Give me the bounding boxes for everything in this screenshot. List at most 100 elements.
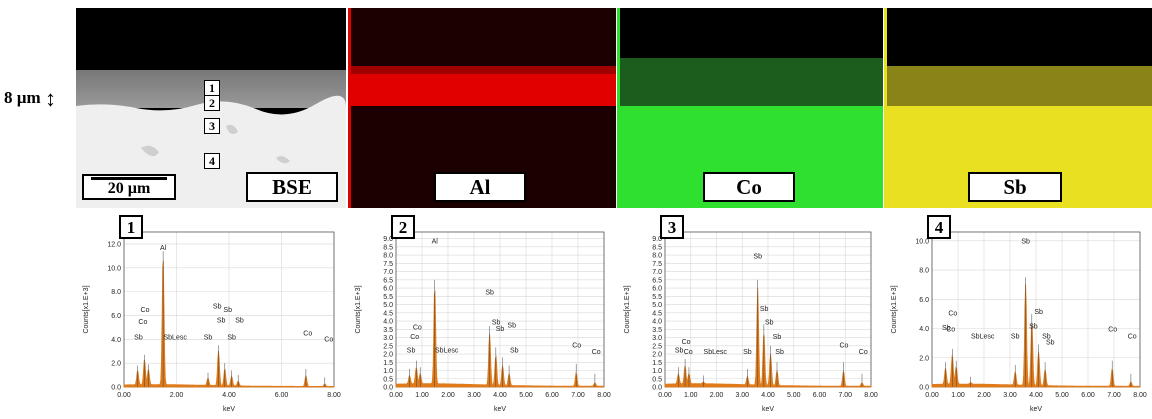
x-tick-label: 2.00 [977,392,991,399]
y-tick-label: 4.5 [383,310,393,317]
x-axis-label: keV [762,406,774,413]
layer-thickness-label: 8 µm ↕ [4,86,56,112]
y-tick-label: 0.0 [383,385,393,392]
double-arrow-icon: ↕ [44,86,56,111]
peak-label: Co [859,349,868,356]
x-tick-label: 6.00 [1081,392,1095,399]
sb-map-image [884,8,1152,208]
y-tick-label: 4.0 [111,337,121,344]
y-tick-label: 6.5 [383,277,393,284]
spectrum-4: 0.0 2.0 4.0 6.0 8.0 10.0 0.00 1.00 2.00 3.00 4.00 5… [884,212,1152,415]
y-tick-label: 8.0 [652,253,662,260]
y-axis-label: Counts[x1.E+3] [624,285,631,333]
x-tick-label: 5.00 [1055,392,1069,399]
y-tick-label: 3.5 [383,327,393,334]
x-tick-label: 4.00 [1029,392,1043,399]
x-tick-label: 6.00 [813,392,827,399]
peak-label: Sb [213,303,222,310]
y-tick-label: 6.0 [652,286,662,293]
peak-label: Sb [507,323,516,330]
peak-label: Sb [760,306,769,313]
peak-label: Sb [1046,340,1055,347]
y-tick-label: 0.0 [111,385,121,392]
y-tick-label: 12.0 [107,241,121,248]
peak-label: Co [413,324,422,331]
y-tick-label: 4.0 [919,326,929,333]
y-tick-label: 10.0 [915,238,929,245]
y-tick-label: 7.5 [652,261,662,268]
peak-label: Co [592,349,601,356]
x-tick-label: 3.00 [467,392,481,399]
y-tick-label: 2.0 [652,352,662,359]
scale-bar-line [91,176,167,180]
y-tick-label: 7.0 [652,269,662,276]
y-tick-label: 5.5 [652,294,662,301]
peak-label: Co [1108,326,1117,333]
peak-label: Sb [485,290,494,297]
x-tick-label: 4.00 [493,392,507,399]
x-axis-label: keV [494,406,506,413]
x-tick-label: 0.00 [658,392,672,399]
y-tick-label: 0.0 [652,385,662,392]
peak-label: Co [141,307,150,314]
spectrum-curve [395,290,605,388]
x-tick-label: 7.00 [571,392,585,399]
panel-number-box [391,215,415,239]
y-tick-label: 0.0 [919,385,929,392]
panel-number: 4 [927,215,951,239]
x-tick-label: 2.00 [710,392,724,399]
y-tick-label: 2.0 [111,361,121,368]
peak-label: Sb [942,325,951,332]
panel-number-text: 4 [935,218,944,237]
y-tick-label: 2.0 [919,355,929,362]
y-tick-label: 0.5 [383,376,393,383]
spectrum-2-plot: 0.0 0.51.01.52.0 2.53.03.54.0 4.55.05.56.0 6… [348,212,616,415]
y-tick-label: 6.5 [652,277,662,284]
x-tick-label: 0.00 [925,392,939,399]
x-tick-label: 1.00 [415,392,429,399]
y-tick-label: 10.0 [107,265,121,272]
y-tick-label: 9.0 [383,236,393,243]
point-marker-3: 3 [204,118,220,134]
y-tick-label: 8.0 [383,253,393,260]
peak-label: Co [682,339,691,346]
peak-label: Co [303,331,312,338]
x-tick-label: 7.00 [838,392,852,399]
x-tick-label: 1.00 [684,392,698,399]
peak-label: Sb [407,347,416,354]
spectrum-4-plot: 0.0 2.0 4.0 6.0 8.0 10.0 0.00 1.00 2.00 3.00 4.00 5… [884,212,1152,415]
y-tick-label: 2.0 [383,352,393,359]
x-tick-label: 3.00 [1003,392,1017,399]
peak-label: Co [1128,334,1137,341]
y-tick-label: 9.0 [652,236,662,243]
y-tick-label: 7.5 [383,261,393,268]
y-tick-label: 1.0 [383,368,393,375]
x-axis-label: keV [223,406,235,413]
plot-background [76,212,346,415]
peak-label: Sb [773,334,782,341]
spectrum-2: 0.0 0.5 1.0 1.5 2.0 2.5 3.0 3.5 4.0 4.5 5.0 5.5 6.0 6… [348,212,616,415]
peak-label: Co [324,337,333,344]
peak-label: SbLesc [164,334,188,341]
y-tick-label: 2.5 [383,343,393,350]
panel-number-box [660,215,684,239]
sb-map-panel: Sb [884,8,1152,208]
peak-label: Co [839,342,848,349]
peak-label: Co [946,326,955,333]
al-map-panel: Al [348,8,616,208]
y-tick-label: 2.5 [652,343,662,350]
point-marker-2: 2 [204,95,220,111]
co-map-panel: Co [617,8,883,208]
peak-label: Sb [134,334,143,341]
peak-label: Sb [675,347,684,354]
spectrum-1-plot: 0.0 2.0 4.0 6.0 8.0 10.0 12.0 0.00 2.00 4.00 6.00 8… [76,212,346,415]
x-tick-label: 8.00 [327,392,341,399]
x-tick-label: 5.00 [787,392,801,399]
x-tick-label: 3.00 [735,392,749,399]
peak-label: Sb [775,349,784,356]
peak-label: Sb [1034,309,1043,316]
co-map-image [617,8,883,208]
peak-label: Al [432,239,439,246]
peak-label: Sb [753,253,762,260]
